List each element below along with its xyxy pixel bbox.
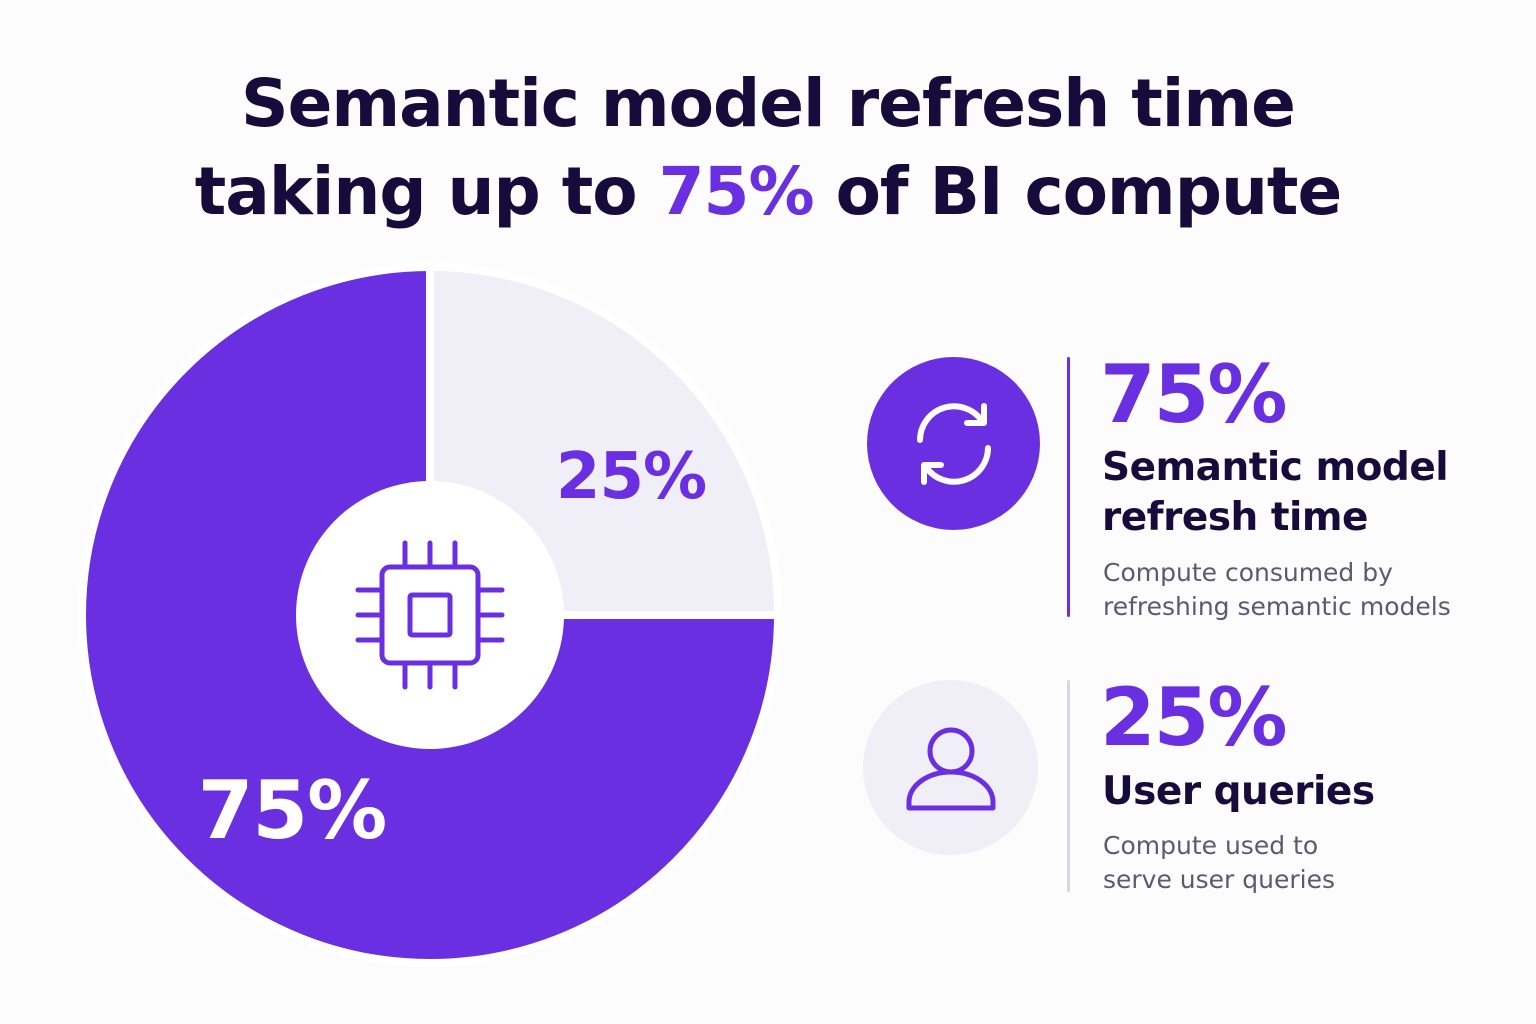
chart-title-line-1: Semantic model refresh time <box>0 62 1536 146</box>
slice-label-refresh: 75% <box>198 764 386 857</box>
title-text: Semantic model refresh time <box>241 65 1296 142</box>
legend-desc-refresh-line2: refreshing semantic models <box>1103 592 1451 621</box>
legend-label-refresh-line2: refresh time <box>1102 495 1369 540</box>
legend-label-refresh-line1: Semantic model <box>1102 445 1449 490</box>
legend-divider-user <box>1067 680 1070 892</box>
legend-value-refresh: 75% <box>1100 348 1287 441</box>
donut-center <box>296 481 564 749</box>
user-icon-badge <box>863 680 1038 855</box>
title-text-pre: taking up to <box>194 153 659 230</box>
legend-desc-user-line1: Compute used to <box>1103 831 1319 860</box>
user-icon <box>906 727 995 810</box>
legend-label-user: User queries <box>1102 769 1375 814</box>
refresh-icon <box>916 402 991 485</box>
legend-desc-refresh-line1: Compute consumed by <box>1103 558 1393 587</box>
refresh-icon-badge <box>867 357 1040 530</box>
slice-label-user: 25% <box>556 440 706 514</box>
legend-divider-refresh <box>1067 357 1070 617</box>
legend-value-user: 25% <box>1100 671 1287 764</box>
legend-desc-user-line2: serve user queries <box>1103 865 1336 894</box>
title-text-post: of BI compute <box>813 153 1343 230</box>
donut-slice-refresh <box>78 262 783 967</box>
chart-title-line-2: taking up to 75% of BI compute <box>0 150 1536 234</box>
title-accent-value: 75% <box>658 153 815 230</box>
cpu-chip-icon <box>355 540 505 690</box>
